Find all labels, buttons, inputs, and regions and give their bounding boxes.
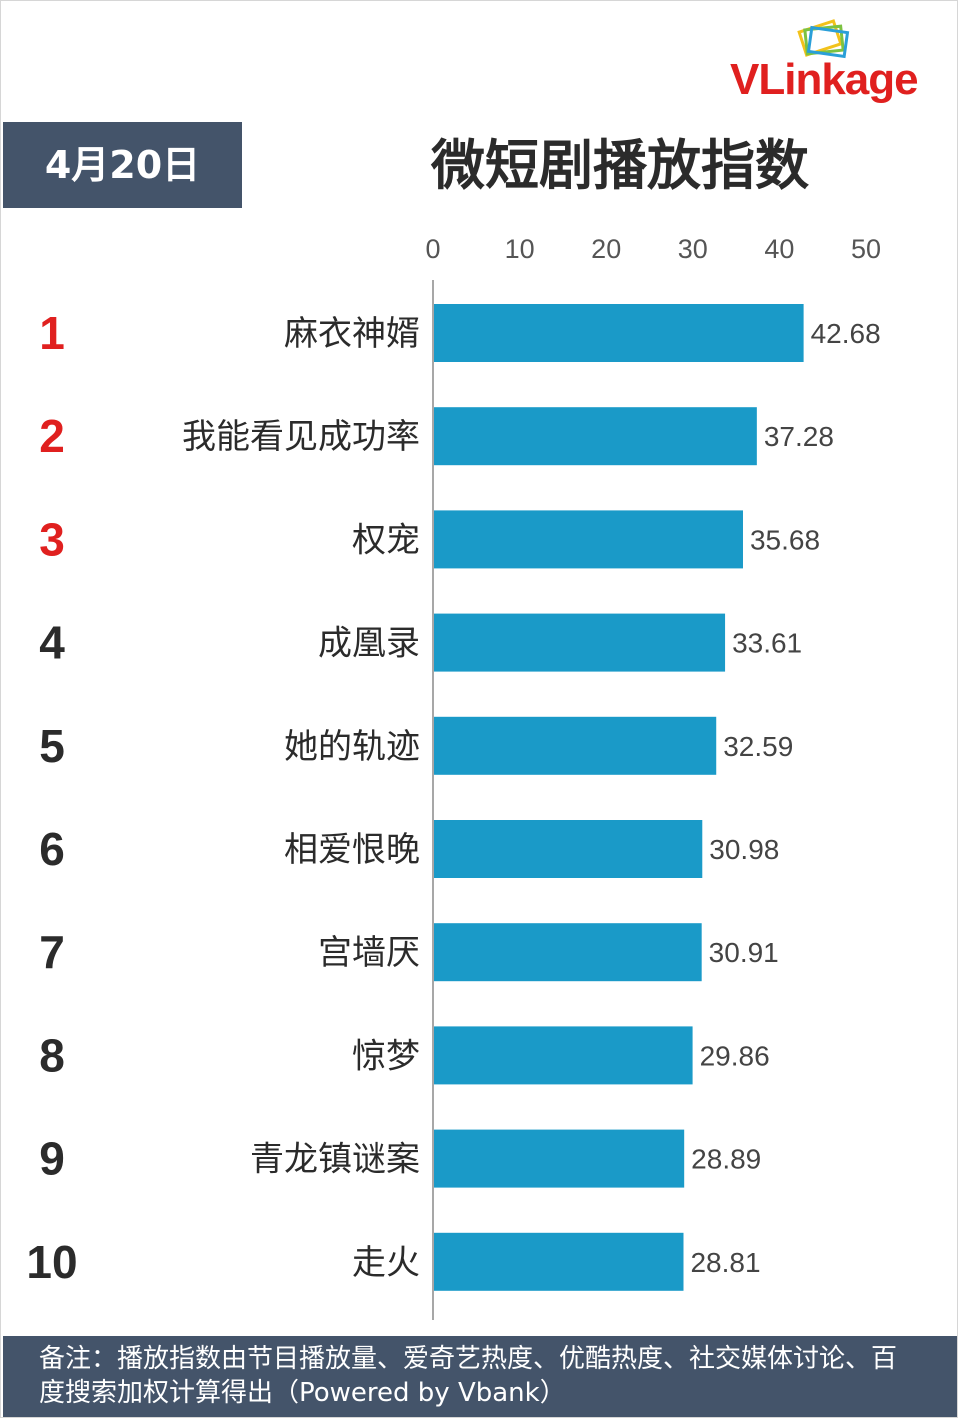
value-label: 42.68 — [811, 318, 881, 349]
rank-number: 7 — [39, 926, 65, 978]
category-label: 权宠 — [352, 520, 420, 560]
bar — [434, 510, 743, 569]
value-label: 35.68 — [750, 524, 820, 555]
category-label: 成凰录 — [318, 624, 420, 664]
date-badge: 4月20日 — [3, 122, 242, 208]
value-label: 30.98 — [709, 834, 779, 865]
value-label: 29.86 — [700, 1040, 770, 1071]
rank-number: 10 — [26, 1236, 77, 1288]
rank-number: 6 — [39, 823, 65, 875]
value-label: 32.59 — [723, 731, 793, 762]
value-label: 30.91 — [709, 937, 779, 968]
page-title: 微短剧播放指数 — [431, 134, 809, 197]
category-label: 麻衣神婿 — [284, 314, 420, 354]
date-label: 4月20日 — [44, 143, 201, 187]
value-label: 33.61 — [732, 628, 802, 659]
x-tick-label: 0 — [425, 234, 440, 264]
x-tick-label: 30 — [678, 234, 708, 264]
value-label: 37.28 — [764, 421, 834, 452]
rank-number: 8 — [39, 1029, 65, 1081]
x-tick-label: 10 — [505, 234, 535, 264]
rank-number: 1 — [39, 307, 65, 359]
value-label: 28.89 — [691, 1144, 761, 1175]
logo-cards-icon — [797, 19, 850, 59]
bar — [434, 1129, 685, 1188]
rank-number: 3 — [39, 513, 65, 565]
category-label: 走火 — [352, 1243, 420, 1283]
category-label: 相爱恨晚 — [284, 830, 420, 870]
category-label: 惊梦 — [352, 1036, 420, 1076]
footer-note-text: 备注：播放指数由节目播放量、爱奇艺热度、优酷热度、社交媒体讨论、百度搜索加权计算… — [39, 1344, 898, 1408]
rank-number: 4 — [39, 617, 65, 669]
x-tick-label: 50 — [851, 234, 881, 264]
category-label: 我能看见成功率 — [182, 417, 420, 457]
vlinkage-logo: VLinkage — [730, 18, 955, 104]
category-label: 她的轨迹 — [284, 727, 420, 767]
bar — [434, 1232, 684, 1291]
bar — [434, 820, 703, 878]
category-label: 宫墙厌 — [318, 933, 420, 973]
bar — [434, 613, 726, 672]
category-label: 青龙镇谜案 — [250, 1140, 420, 1180]
value-label: 28.81 — [690, 1247, 760, 1278]
bar-chart: 0 10 20 30 40 50 1 麻衣神婿 42.68 2 我能看见成功率 37.28 3 权宠 35.… — [26, 234, 881, 1320]
bar — [434, 716, 717, 775]
bar — [434, 923, 702, 982]
bar — [434, 304, 804, 362]
x-tick-label: 40 — [764, 234, 794, 264]
logo-text: VLinkage — [730, 55, 919, 104]
rank-number: 2 — [39, 410, 65, 462]
rank-number: 9 — [39, 1133, 65, 1185]
bar — [434, 1026, 693, 1085]
bar — [434, 407, 757, 466]
footer-note: 备注：播放指数由节目播放量、爱奇艺热度、优酷热度、社交媒体讨论、百度搜索加权计算… — [3, 1336, 957, 1417]
rank-number: 5 — [39, 720, 65, 772]
x-tick-label: 20 — [591, 234, 621, 264]
